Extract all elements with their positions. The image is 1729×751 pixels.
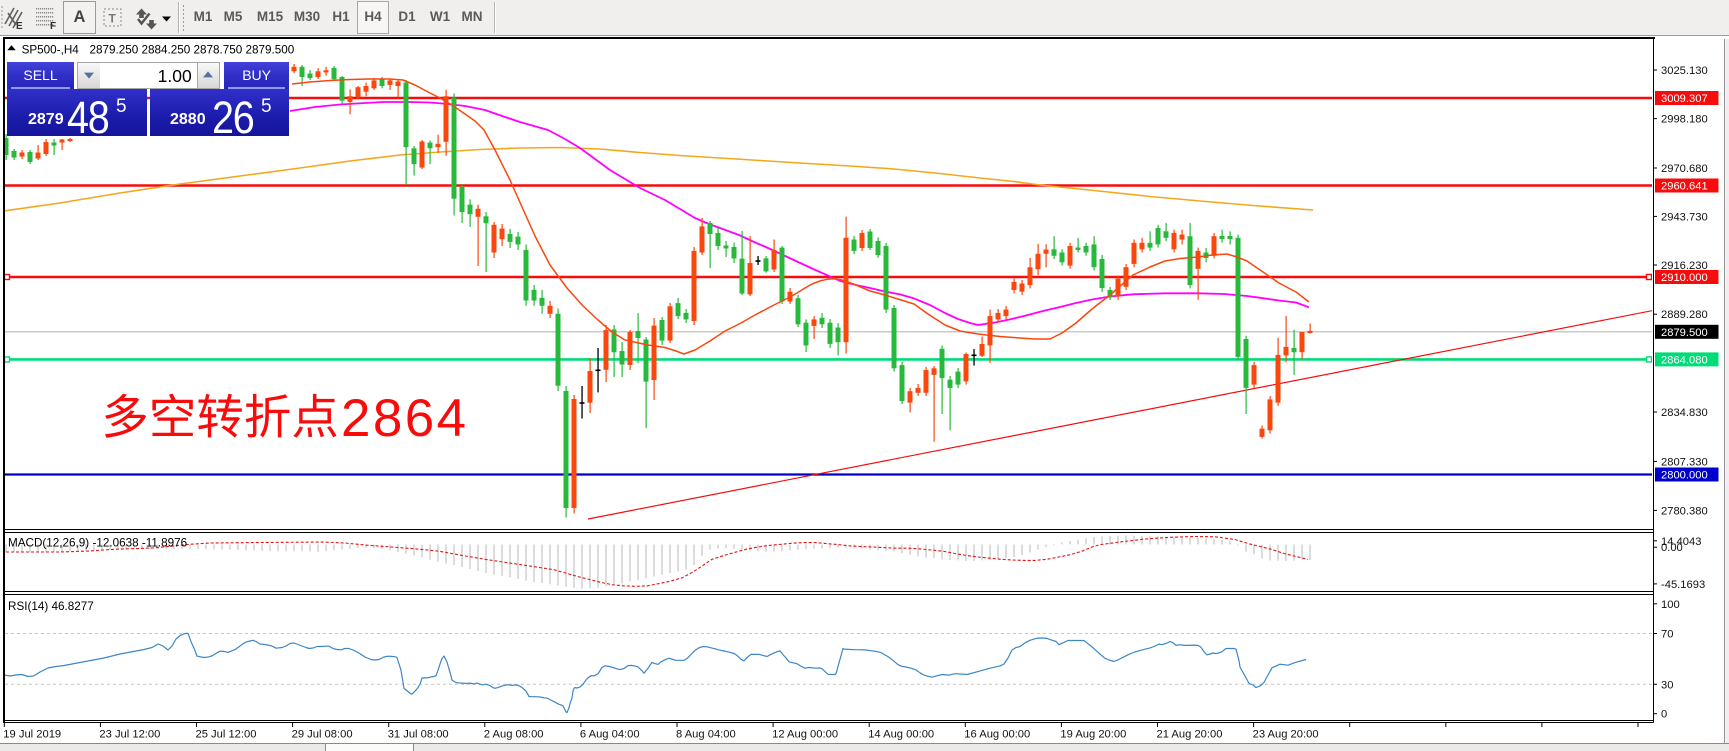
svg-text:2834.830: 2834.830 [1661, 407, 1708, 419]
svg-text:0.00: 0.00 [1661, 542, 1683, 554]
svg-text:2910.000: 2910.000 [1661, 272, 1708, 284]
svg-text:2879.250 2884.250 2878.750 287: 2879.250 2884.250 2878.750 2879.500 [90, 43, 295, 56]
svg-text:8 Aug 04:00: 8 Aug 04:00 [676, 729, 736, 741]
svg-text:2916.230: 2916.230 [1661, 260, 1708, 272]
svg-text:70: 70 [1661, 629, 1673, 641]
svg-text:2864.080: 2864.080 [1661, 355, 1708, 367]
svg-text:23 Jul 12:00: 23 Jul 12:00 [99, 729, 160, 741]
svg-text:2970.680: 2970.680 [1661, 163, 1708, 175]
svg-text:12 Aug 00:00: 12 Aug 00:00 [772, 729, 838, 741]
svg-text:2879.500: 2879.500 [1661, 327, 1708, 339]
svg-text:14 Aug 00:00: 14 Aug 00:00 [868, 729, 934, 741]
svg-text:23 Aug 20:00: 23 Aug 20:00 [1253, 729, 1319, 741]
svg-text:100: 100 [1661, 599, 1680, 611]
svg-text:19 Aug 20:00: 19 Aug 20:00 [1060, 729, 1126, 741]
svg-text:E: E [16, 21, 23, 32]
svg-text:MACD(12,26,9) -12.0638 -11.897: MACD(12,26,9) -12.0638 -11.8976 [8, 537, 187, 550]
svg-text:14.4043: 14.4043 [1661, 536, 1701, 548]
svg-text:31 Jul 08:00: 31 Jul 08:00 [388, 729, 449, 741]
svg-text:0: 0 [1661, 709, 1667, 721]
svg-text:19 Jul 2019: 19 Jul 2019 [3, 729, 61, 741]
svg-text:2943.730: 2943.730 [1661, 211, 1708, 223]
svg-text:F: F [50, 21, 56, 32]
svg-text:16 Aug 00:00: 16 Aug 00:00 [964, 729, 1030, 741]
svg-text:3009.307: 3009.307 [1661, 93, 1708, 105]
svg-text:-45.1693: -45.1693 [1661, 579, 1705, 591]
svg-text:SP500-,H4: SP500-,H4 [22, 43, 80, 56]
svg-text:6 Aug 04:00: 6 Aug 04:00 [580, 729, 640, 741]
svg-text:2998.180: 2998.180 [1661, 114, 1708, 126]
svg-text:2889.280: 2889.280 [1661, 309, 1708, 321]
svg-text:29 Jul 08:00: 29 Jul 08:00 [292, 729, 353, 741]
svg-text:21 Aug 20:00: 21 Aug 20:00 [1157, 729, 1223, 741]
svg-text:T: T [109, 12, 117, 26]
svg-text:30: 30 [1661, 679, 1673, 691]
svg-text:2807.330: 2807.330 [1661, 456, 1708, 468]
svg-text:2960.641: 2960.641 [1661, 181, 1708, 193]
svg-text:2800.000: 2800.000 [1661, 470, 1708, 482]
svg-text:2864: 2864 [341, 389, 469, 448]
svg-text:2780.380: 2780.380 [1661, 505, 1708, 517]
svg-text:25 Jul 12:00: 25 Jul 12:00 [196, 729, 257, 741]
svg-text:2 Aug 08:00: 2 Aug 08:00 [484, 729, 544, 741]
svg-text:RSI(14) 46.8277: RSI(14) 46.8277 [8, 600, 94, 613]
svg-text:3025.130: 3025.130 [1661, 65, 1708, 77]
